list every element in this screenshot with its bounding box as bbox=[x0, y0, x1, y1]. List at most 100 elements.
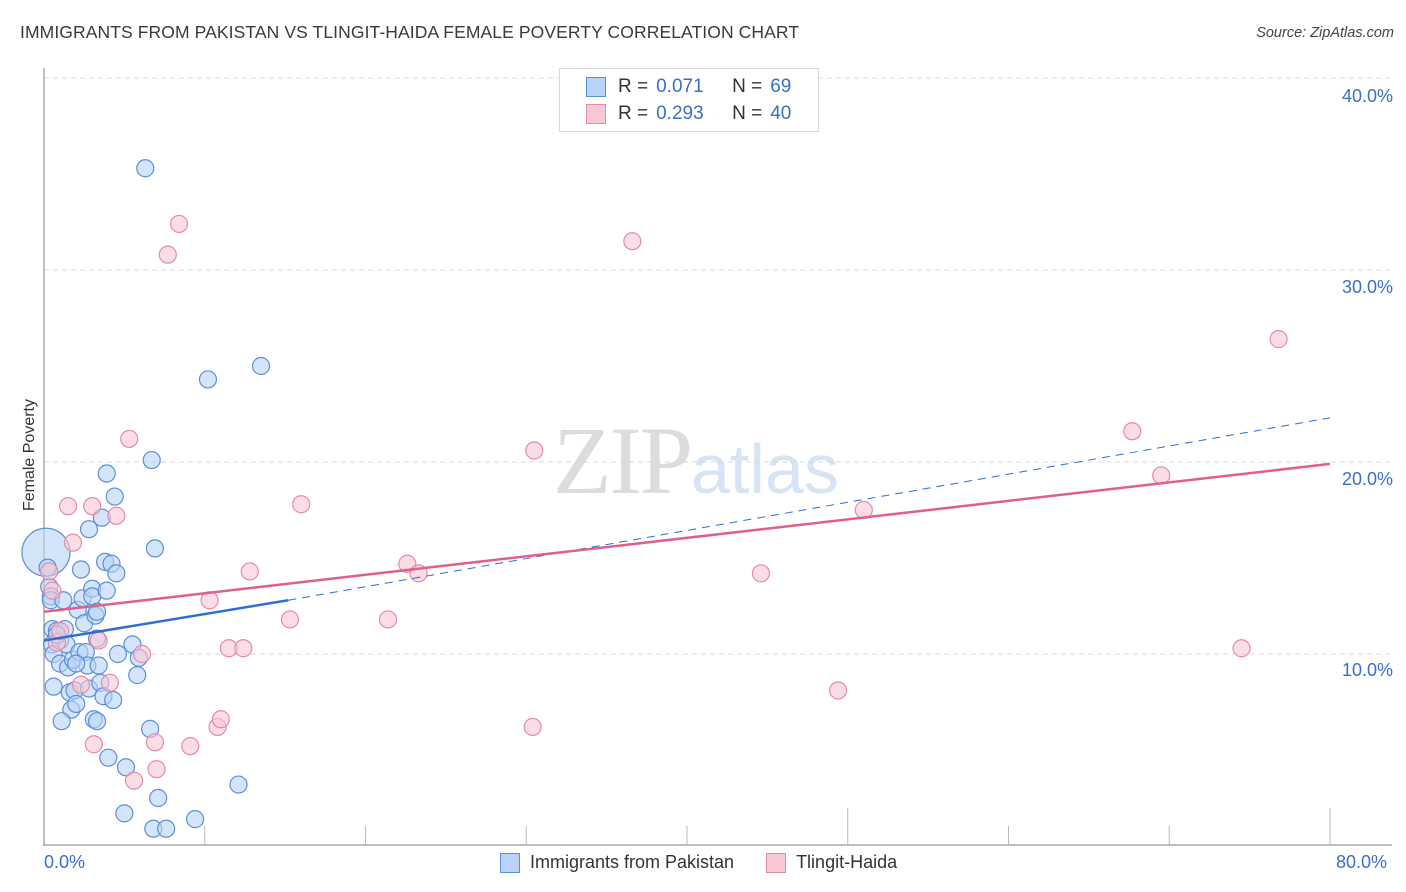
x-tick-0: 0.0% bbox=[44, 852, 86, 872]
data-point bbox=[120, 429, 139, 449]
data-point bbox=[251, 356, 271, 376]
data-point bbox=[525, 441, 544, 460]
data-point bbox=[198, 370, 218, 389]
data-point bbox=[149, 788, 168, 808]
data-point bbox=[108, 644, 128, 664]
data-point bbox=[124, 771, 144, 790]
axes bbox=[43, 68, 1392, 846]
data-point bbox=[87, 602, 107, 621]
trend-line-tlingit bbox=[43, 462, 1331, 614]
data-point bbox=[87, 712, 107, 731]
data-point bbox=[43, 581, 62, 600]
data-point bbox=[229, 775, 248, 794]
data-point bbox=[128, 666, 147, 685]
data-point bbox=[63, 533, 83, 552]
data-point bbox=[829, 681, 848, 700]
x-tick-80: 80.0% bbox=[1336, 852, 1388, 872]
legend-r-value: 0.071 bbox=[656, 76, 704, 97]
data-point bbox=[79, 520, 99, 539]
data-point bbox=[97, 581, 116, 600]
data-point bbox=[1232, 639, 1251, 658]
data-point bbox=[115, 804, 134, 823]
data-point bbox=[71, 675, 91, 694]
watermark: ZIPatlas bbox=[553, 405, 839, 516]
legend-label-tlingit: Tlingit-Haida bbox=[796, 852, 898, 872]
data-point bbox=[623, 232, 642, 251]
y-tick-40: 40.0% bbox=[1341, 86, 1393, 106]
y-tick-10: 10.0% bbox=[1341, 660, 1393, 680]
data-point bbox=[107, 564, 126, 583]
legend-stats: R = 0.071 N = 69 R = 0.293 N = 40 bbox=[559, 68, 819, 132]
data-point bbox=[104, 690, 123, 710]
trend-line-pakistan-dashed bbox=[288, 417, 1331, 601]
data-point bbox=[71, 560, 91, 579]
data-point bbox=[89, 631, 108, 650]
data-point bbox=[44, 677, 63, 696]
legend-swatch-blue bbox=[586, 77, 606, 97]
data-point bbox=[211, 710, 230, 729]
data-point bbox=[158, 245, 177, 264]
legend-swatch-pink bbox=[586, 104, 606, 124]
legend-n-value: 69 bbox=[770, 76, 792, 97]
legend-item-tlingit[interactable]: Tlingit-Haida bbox=[766, 852, 897, 873]
y-axis-label: Female Poverty bbox=[21, 398, 38, 512]
y-tick-20: 20.0% bbox=[1341, 469, 1393, 489]
data-point bbox=[116, 758, 136, 777]
data-point bbox=[523, 717, 542, 737]
legend-n-label: N = bbox=[732, 76, 763, 97]
data-point bbox=[97, 464, 116, 483]
legend-row-tlingit: R = 0.293 N = 40 bbox=[586, 102, 791, 126]
data-point bbox=[84, 735, 103, 754]
data-point bbox=[105, 487, 124, 506]
data-point bbox=[99, 748, 118, 767]
bottom-legend: Immigrants from Pakistan Tlingit-Haida bbox=[500, 852, 929, 873]
legend-r-label: R = bbox=[618, 76, 649, 97]
legend-label-pakistan: Immigrants from Pakistan bbox=[530, 852, 735, 872]
data-point bbox=[1269, 330, 1288, 349]
data-point bbox=[169, 214, 189, 234]
data-point bbox=[59, 497, 78, 516]
legend-n-label: N = bbox=[732, 103, 763, 124]
series-pakistan-points bbox=[21, 159, 271, 838]
data-point bbox=[83, 497, 102, 516]
y-tick-30: 30.0% bbox=[1341, 277, 1393, 297]
data-point bbox=[157, 819, 176, 838]
data-point bbox=[751, 564, 771, 583]
data-point bbox=[132, 644, 152, 664]
data-point bbox=[280, 610, 300, 629]
data-point bbox=[1123, 422, 1142, 441]
source-label: Source: ZipAtlas.com bbox=[1256, 25, 1394, 41]
legend-swatch-pink bbox=[766, 852, 787, 873]
data-point bbox=[240, 562, 259, 581]
data-point bbox=[50, 621, 70, 641]
data-point bbox=[145, 539, 165, 558]
data-point bbox=[67, 694, 86, 714]
watermark-zip: ZIP bbox=[553, 407, 693, 514]
data-point bbox=[100, 673, 120, 692]
data-point bbox=[136, 159, 155, 178]
legend-row-pakistan: R = 0.071 N = 69 bbox=[586, 75, 791, 99]
legend-item-pakistan[interactable]: Immigrants from Pakistan bbox=[500, 852, 734, 873]
watermark-atlas: atlas bbox=[691, 430, 839, 508]
series-tlingit-points bbox=[40, 214, 1288, 790]
data-point bbox=[378, 610, 398, 629]
data-point bbox=[292, 495, 311, 514]
data-point bbox=[40, 562, 59, 581]
legend-swatch-blue bbox=[500, 852, 520, 873]
data-point bbox=[107, 506, 126, 525]
legend-n-value: 40 bbox=[770, 103, 792, 124]
chart-title: IMMIGRANTS FROM PAKISTAN VS TLINGIT-HAID… bbox=[20, 22, 800, 42]
data-point bbox=[147, 760, 166, 779]
data-point bbox=[145, 733, 165, 752]
data-point bbox=[186, 810, 205, 829]
trend-line-pakistan bbox=[43, 599, 289, 642]
data-point bbox=[67, 654, 86, 673]
data-point bbox=[181, 737, 200, 756]
data-point bbox=[89, 656, 108, 675]
data-point bbox=[142, 450, 161, 470]
legend-r-label: R = bbox=[618, 103, 649, 124]
legend-r-value: 0.293 bbox=[656, 103, 704, 124]
trend-lines bbox=[43, 417, 1331, 642]
data-point bbox=[52, 712, 71, 731]
